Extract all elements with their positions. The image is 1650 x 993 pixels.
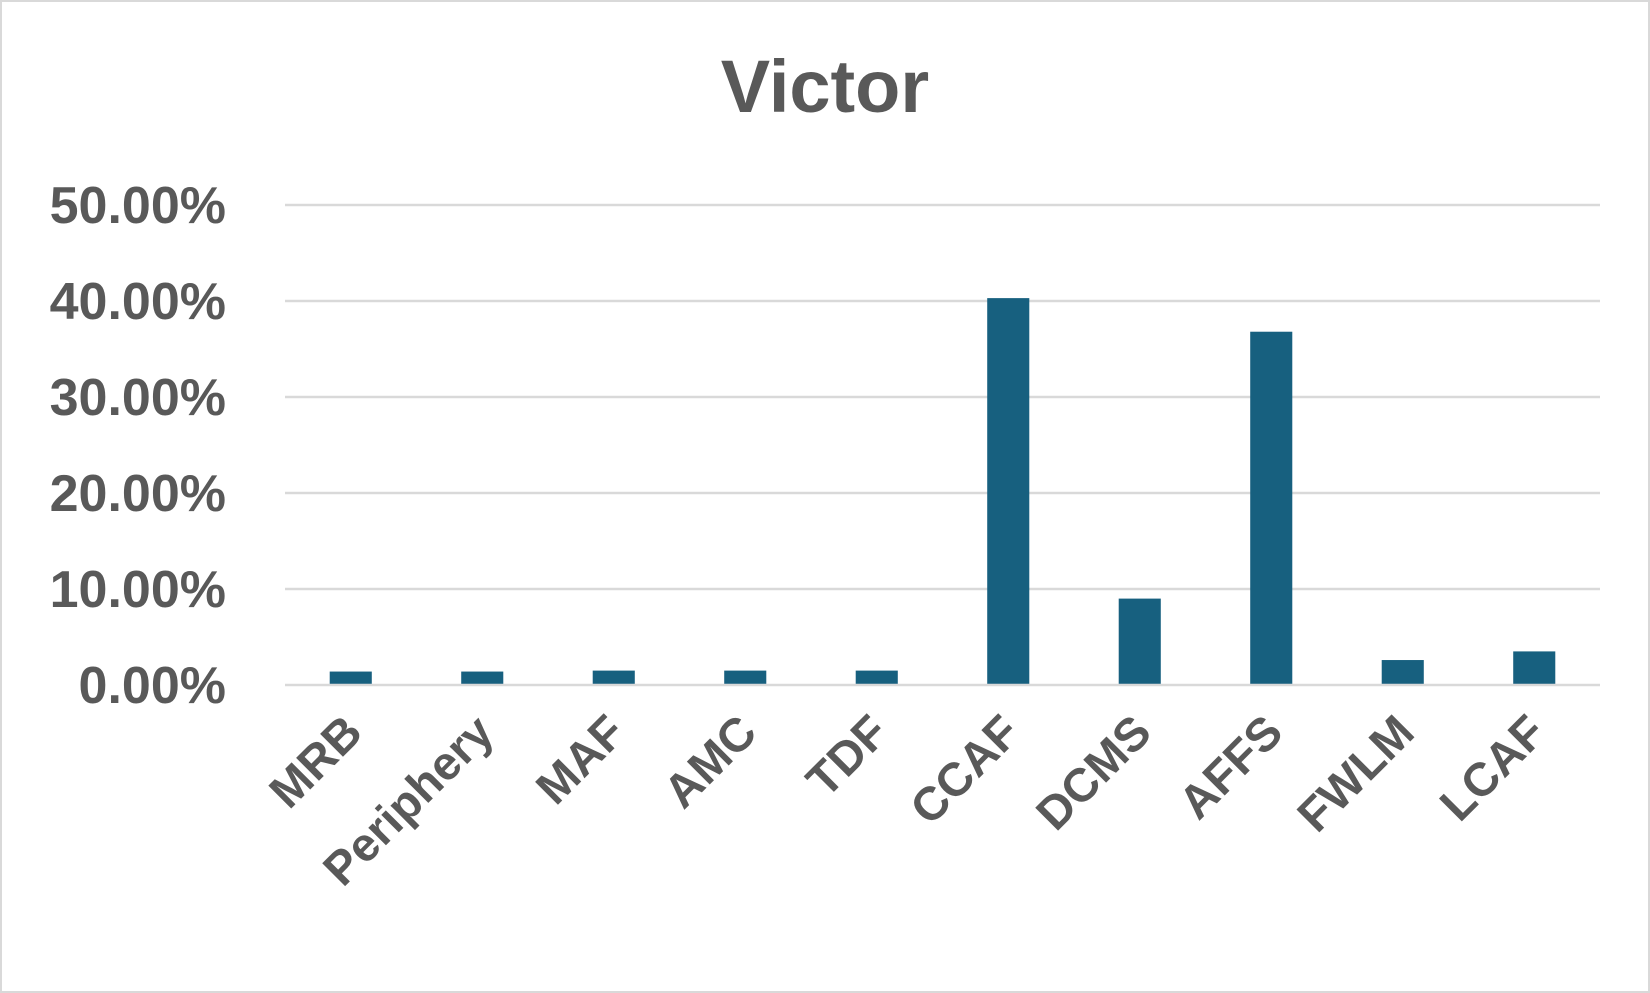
bar-tdf xyxy=(855,670,898,685)
x-tick-label: AFFS xyxy=(1168,705,1292,829)
x-tick-label: MAF xyxy=(525,705,634,814)
bar-maf xyxy=(592,670,635,685)
y-axis-ticks: 0.00% 10.00% 20.00% 30.00% 40.00% 50.00% xyxy=(50,177,226,715)
y-tick-label: 20.00% xyxy=(50,465,226,523)
chart-title: Victor xyxy=(721,45,929,128)
bar-mrb xyxy=(329,671,372,685)
gridlines xyxy=(285,203,1600,591)
y-tick-label: 30.00% xyxy=(50,369,226,427)
x-tick-label: LCAF xyxy=(1429,705,1555,831)
x-tick-label: TDF xyxy=(796,705,898,807)
x-tick-label: AMC xyxy=(653,705,766,818)
x-tick-label: DCMS xyxy=(1025,705,1160,840)
bar-dcms xyxy=(1118,598,1161,685)
bar-lcaf xyxy=(1513,651,1556,685)
bar-ccaf xyxy=(987,298,1030,685)
bar-amc xyxy=(724,670,767,685)
y-tick-label: 40.00% xyxy=(50,273,226,331)
x-tick-label: FWLM xyxy=(1287,705,1424,842)
y-tick-label: 10.00% xyxy=(50,561,226,619)
y-tick-label: 50.00% xyxy=(50,177,226,235)
y-tick-label: 0.00% xyxy=(79,657,226,715)
x-tick-label: MRB xyxy=(259,705,372,818)
bars xyxy=(329,298,1556,685)
bar-fwlm xyxy=(1381,660,1424,685)
bar-periphery xyxy=(461,671,504,685)
bar-affs xyxy=(1250,331,1293,685)
x-tick-label: CCAF xyxy=(900,705,1030,835)
